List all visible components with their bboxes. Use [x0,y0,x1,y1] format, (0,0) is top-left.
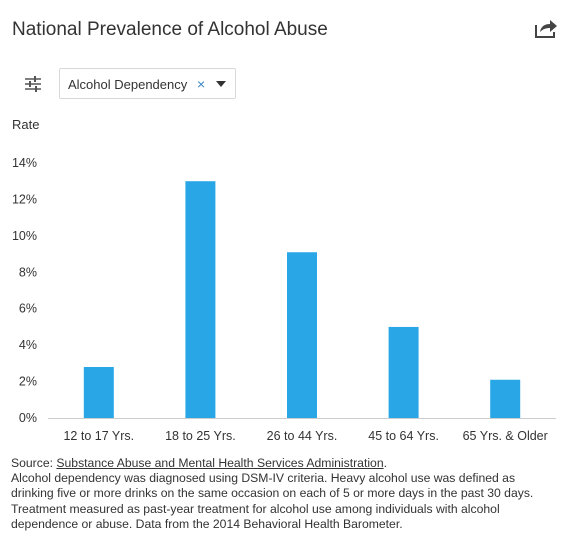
page-title: National Prevalence of Alcohol Abuse [12,19,328,40]
x-tick-label: 18 to 25 Yrs. [165,429,236,443]
source-link[interactable]: Substance Abuse and Mental Health Servic… [56,456,384,470]
x-tick-label: 12 to 17 Yrs. [63,429,134,443]
bar[interactable] [83,367,114,418]
close-icon[interactable]: × [197,76,206,92]
chevron-down-icon[interactable] [216,81,226,87]
y-tick-label: 14% [12,156,37,170]
bar[interactable] [490,379,521,418]
y-tick-label: 12% [12,192,37,206]
y-tick-label: 4% [19,338,37,352]
x-tick-label: 65 Yrs. & Older [463,429,548,443]
bar[interactable] [287,252,317,418]
y-tick-label: 8% [19,265,37,279]
bar[interactable] [185,181,216,418]
x-tick-label: 45 to 64 Yrs. [368,429,439,443]
x-tick-label: 26 to 44 Yrs. [267,429,338,443]
sliders-icon[interactable] [24,75,42,93]
share-icon[interactable] [534,17,558,39]
source-prefix: Source: [11,456,57,470]
y-tick-label: 2% [19,375,37,389]
y-axis-title: Rate [12,117,40,132]
bar-chart: 0% 2% 4% 6% 8% 10% 12% 14% 12 to 17 Yrs. 18 to 25… [12,156,556,443]
filter-select[interactable]: Alcohol Dependency × [59,68,236,99]
source-suffix: . [383,456,387,470]
y-tick-label: 10% [12,229,37,243]
y-tick-label: 0% [19,411,37,425]
chart-footer: Source: Substance Abuse and Mental Healt… [11,456,556,532]
bar[interactable] [388,326,419,418]
filter-selected-label: Alcohol Dependency [68,77,188,92]
y-tick-label: 6% [19,302,37,316]
chart-note: Alcohol dependency was diagnosed using D… [11,471,534,531]
